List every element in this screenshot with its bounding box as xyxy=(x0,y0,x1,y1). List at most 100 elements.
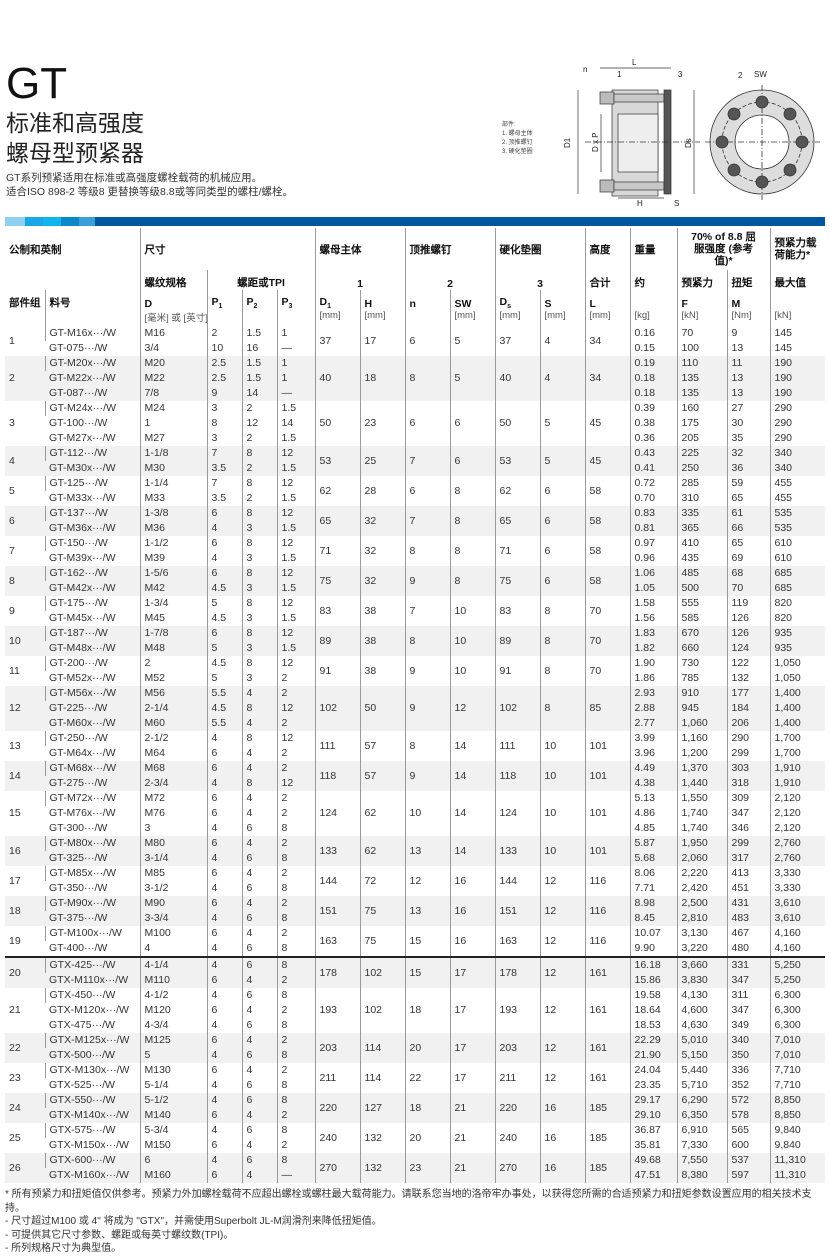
cell-group: 14 xyxy=(5,761,45,791)
cell-n: 6 xyxy=(404,326,450,356)
cell-preload: 3,130 xyxy=(676,926,727,941)
cell-thread: M39 xyxy=(139,551,207,566)
cell-preload: 3,660 xyxy=(676,956,727,973)
cell-ds: 40 xyxy=(494,356,540,401)
cell-torque: 184 xyxy=(726,701,770,716)
th-blank xyxy=(5,270,140,290)
cell-preload: 945 xyxy=(676,701,727,716)
cell-p3: 2 xyxy=(276,746,315,761)
cell-sw: 16 xyxy=(449,866,495,896)
cell-d1: 83 xyxy=(314,596,360,626)
table-row: GT-M64x···/W M64 6 4 2 3.96 1,200 299 1,700 xyxy=(5,746,825,761)
cell-h: 38 xyxy=(359,596,405,626)
cell-p1: 4 xyxy=(206,881,242,896)
cell-p1: 5.5 xyxy=(206,686,242,701)
cell-d1: 240 xyxy=(314,1123,360,1153)
cell-p1: 6 xyxy=(206,626,242,641)
cell-preload: 365 xyxy=(676,521,727,536)
cell-preload: 205 xyxy=(676,431,727,446)
cell-ds: 203 xyxy=(494,1033,540,1063)
cell-weight: 0.16 xyxy=(629,326,677,341)
cell-max: 190 xyxy=(769,371,825,386)
cell-h: 38 xyxy=(359,656,405,686)
cell-n: 23 xyxy=(404,1153,450,1183)
cell-h: 28 xyxy=(359,476,405,506)
cell-s: 6 xyxy=(539,506,585,536)
cell-torque: 311 xyxy=(726,988,770,1003)
cell-l: 85 xyxy=(584,686,630,731)
cell-preload: 2,220 xyxy=(676,866,727,881)
cell-part: GT-M56x···/W xyxy=(44,686,140,701)
cell-p1: 4 xyxy=(206,1078,242,1093)
cell-p3: 12 xyxy=(276,776,315,791)
cell-p3: 12 xyxy=(276,446,315,461)
subtitle-line-1: 标准和高强度 xyxy=(6,110,144,136)
th-unit-mm: [mm] xyxy=(314,310,360,326)
cell-p2: 4 xyxy=(241,746,277,761)
cell-weight: 2.77 xyxy=(629,716,677,731)
cell-p3: 12 xyxy=(276,566,315,581)
cell-p2: 4 xyxy=(241,1138,277,1153)
cell-p2: 8 xyxy=(241,731,277,746)
cell-weight: 29.17 xyxy=(629,1093,677,1108)
cell-part: GT-M68x···/W xyxy=(44,761,140,776)
cell-max: 145 xyxy=(769,326,825,341)
th-group: 部件组 xyxy=(9,297,41,309)
cell-p3: 8 xyxy=(276,911,315,926)
cell-n: 7 xyxy=(404,596,450,626)
cell-thread: 3/4 xyxy=(139,341,207,356)
cell-p1: 4 xyxy=(206,821,242,836)
cell-weight: 1.90 xyxy=(629,656,677,671)
cell-group: 20 xyxy=(5,956,45,988)
cell-sw: 14 xyxy=(449,731,495,761)
cell-thread: 1-3/8 xyxy=(139,506,207,521)
cell-thread: M30 xyxy=(139,461,207,476)
cell-weight: 0.43 xyxy=(629,446,677,461)
th-blank xyxy=(629,290,677,310)
cell-torque: 467 xyxy=(726,926,770,941)
cell-torque: 65 xyxy=(726,491,770,506)
cell-p3: 1 xyxy=(276,356,315,371)
table-row: GT-M22x···/W M22 2.5 1.5 1 0.18 135 13 190 xyxy=(5,371,825,386)
cell-preload: 4,600 xyxy=(676,1003,727,1018)
th-metric-imperial: 公制和英制 xyxy=(9,243,62,256)
cell-n: 15 xyxy=(404,926,450,957)
th-unit-mm: [mm] xyxy=(539,310,585,326)
cell-p2: 4 xyxy=(241,836,277,851)
product-diagram: 部件: 1. 螺母主体 2. 顶推螺钉 3. 硬化垫圈 n 1 3 L H S … xyxy=(502,58,820,208)
cell-p2: 4 xyxy=(241,1063,277,1078)
cell-torque: 36 xyxy=(726,461,770,476)
cell-preload: 1,370 xyxy=(676,761,727,776)
table-row: GT-400···/W 4 4 6 8 9.90 3,220 480 4,160 xyxy=(5,941,825,957)
cell-ds: 111 xyxy=(494,731,540,761)
cell-group: 6 xyxy=(5,506,45,536)
table-row: 12 GT-M56x···/W M56 5.5 4 2 102 50 9 12 102 8 85 2.93… xyxy=(5,686,825,731)
cell-thread: 1-7/8 xyxy=(139,626,207,641)
cell-s: 8 xyxy=(539,656,585,686)
cell-sw: 5 xyxy=(449,326,495,356)
cell-torque: 350 xyxy=(726,1048,770,1063)
cell-p1: 4 xyxy=(206,911,242,926)
cell-max: 9,840 xyxy=(769,1138,825,1153)
cell-d1: 89 xyxy=(314,626,360,656)
cell-part: GT-M24x···/W xyxy=(44,401,140,416)
cell-thread: M76 xyxy=(139,806,207,821)
cell-part: GT-M48x···/W xyxy=(45,641,140,656)
table-row: GT-100···/W 1 8 12 14 0.38 175 30 290 xyxy=(5,416,825,431)
cell-part: GT-M60x···/W xyxy=(45,716,140,731)
th-capacity: 预紧力载荷能力* xyxy=(769,228,825,270)
cell-ds: 50 xyxy=(494,401,540,446)
cell-sw: 10 xyxy=(449,596,495,626)
cell-p1: 3 xyxy=(206,401,242,416)
cell-thread: 4-1/2 xyxy=(139,988,207,1003)
cell-part: GT-M90x···/W xyxy=(44,896,140,911)
cell-s: 8 xyxy=(539,626,585,656)
cell-torque: 578 xyxy=(726,1108,770,1123)
cell-part: GT-M45x···/W xyxy=(45,611,140,626)
cell-p3: 8 xyxy=(276,1153,315,1168)
cell-ds: 163 xyxy=(494,926,540,957)
cell-s: 10 xyxy=(539,761,585,791)
cell-ds: 83 xyxy=(494,596,540,626)
cell-thread: 2 xyxy=(139,656,207,671)
cell-p2: 6 xyxy=(241,1153,277,1168)
